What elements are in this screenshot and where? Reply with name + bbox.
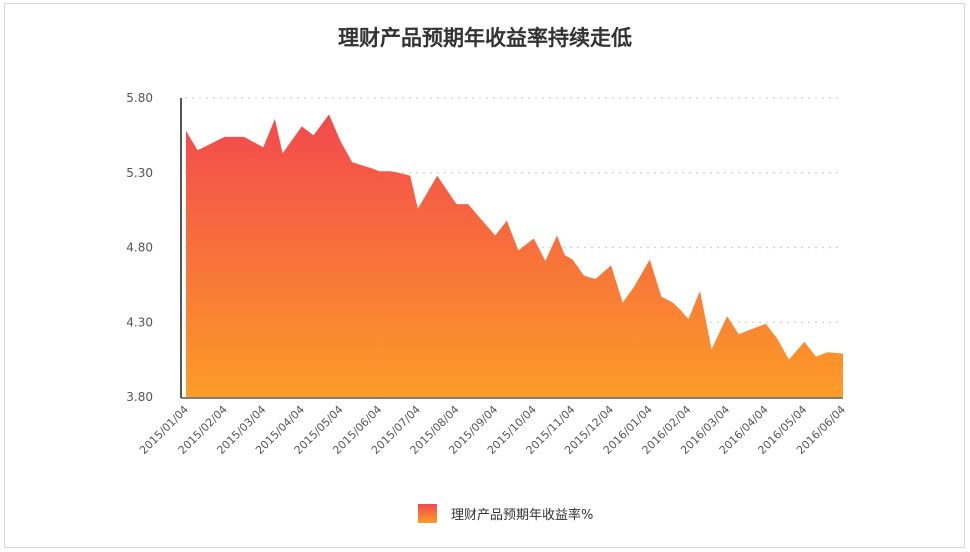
y-tick-label: 3.80 xyxy=(126,390,153,404)
y-tick-label: 4.30 xyxy=(126,315,153,329)
legend-swatch xyxy=(418,504,437,523)
y-tick-label: 5.30 xyxy=(126,166,153,180)
y-tick-label: 4.80 xyxy=(126,241,153,255)
chart-title: 理财产品预期年收益率持续走低 xyxy=(338,26,632,50)
y-tick-label: 5.80 xyxy=(126,91,153,105)
legend-label: 理财产品预期年收益率% xyxy=(451,508,594,523)
series-area[interactable] xyxy=(186,114,843,398)
legend[interactable]: 理财产品预期年收益率% xyxy=(418,504,593,523)
